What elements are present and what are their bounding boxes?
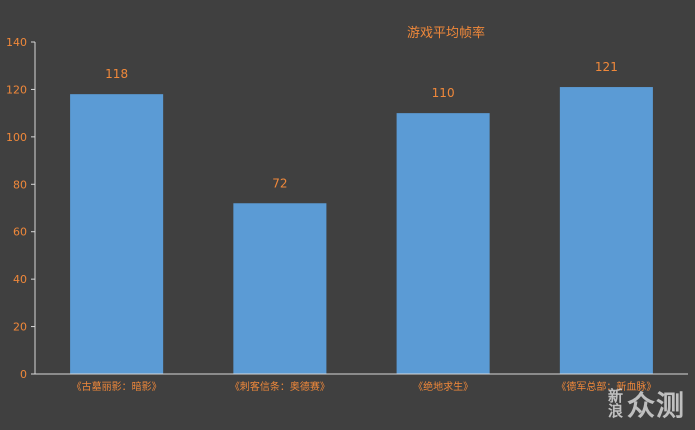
bar (233, 203, 327, 374)
x-tick-label: 《刺客信条：奥德赛》 (230, 380, 330, 393)
bar (70, 94, 164, 375)
bar (396, 113, 490, 375)
watermark-text: 众测 (626, 389, 685, 422)
bar (559, 87, 653, 375)
y-tick-label: 40 (13, 273, 27, 286)
x-tick-label: 《德军总部：新血脉》 (556, 380, 656, 393)
data-labels: 118 72 110 121 (105, 60, 618, 190)
data-label: 118 (105, 67, 128, 81)
x-tick-label: 《绝地求生》 (413, 380, 473, 393)
x-tick-label: 《古墓丽影：暗影》 (72, 380, 162, 393)
chart-title: 游戏平均帧率 (407, 25, 485, 41)
x-axis: 《古墓丽影：暗影》 《刺客信条：奥德赛》 《绝地求生》 《德军总部：新血脉》 (35, 373, 688, 393)
watermark-logo-bottom: 浪 (607, 402, 623, 420)
bars (70, 87, 653, 375)
y-tick-label: 0 (20, 368, 27, 381)
y-tick-label: 20 (13, 321, 27, 334)
y-tick-label: 60 (13, 226, 27, 239)
data-label: 72 (272, 176, 287, 190)
watermark-logo: 新 浪 (608, 389, 623, 419)
y-axis: 0 20 40 60 80 100 120 140 (6, 36, 36, 381)
data-label: 110 (432, 86, 455, 100)
y-tick-label: 120 (6, 83, 27, 96)
watermark-logo-top: 新 (607, 387, 623, 405)
data-label: 121 (595, 60, 618, 74)
y-tick-label: 100 (6, 131, 27, 144)
y-tick-label: 80 (13, 178, 27, 191)
y-tick-label: 140 (6, 36, 27, 49)
watermark: 新 浪 众测 (608, 384, 685, 424)
